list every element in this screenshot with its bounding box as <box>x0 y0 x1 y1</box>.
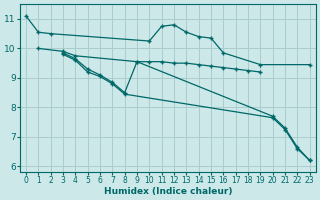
X-axis label: Humidex (Indice chaleur): Humidex (Indice chaleur) <box>104 187 232 196</box>
